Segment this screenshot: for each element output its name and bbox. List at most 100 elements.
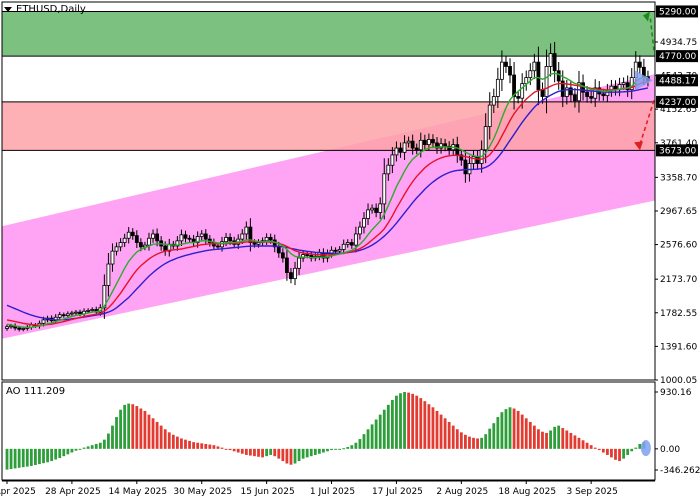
candle-body bbox=[378, 203, 383, 213]
candle-body bbox=[240, 233, 245, 240]
candle-body bbox=[532, 61, 537, 72]
ao-bar bbox=[248, 448, 252, 456]
symbol-header[interactable]: ETHUSD,Daily bbox=[4, 4, 86, 15]
ao-indicator-label: AO 111.209 bbox=[6, 386, 66, 397]
candle bbox=[151, 229, 155, 243]
candle-body bbox=[53, 316, 58, 322]
candle bbox=[589, 91, 594, 104]
symbol-label: ETHUSD,Daily bbox=[16, 4, 86, 15]
candle bbox=[110, 243, 115, 272]
candle-body bbox=[540, 89, 545, 97]
candle-body bbox=[625, 82, 630, 91]
y-tick-label: 2173.70 bbox=[660, 275, 697, 285]
ao-bar bbox=[25, 448, 29, 467]
ao-bar bbox=[370, 424, 374, 449]
ao-bar bbox=[459, 432, 463, 449]
candle bbox=[491, 88, 496, 113]
ao-bar bbox=[504, 409, 508, 449]
ao-bar bbox=[244, 448, 248, 455]
candle-body bbox=[589, 96, 594, 99]
x-tick-label: 28 Apr 2025 bbox=[45, 487, 101, 497]
candle bbox=[130, 228, 135, 240]
ao-bar bbox=[297, 448, 301, 462]
ao-bar bbox=[313, 448, 317, 455]
ao-bar bbox=[204, 443, 208, 449]
candle-body bbox=[398, 147, 403, 153]
candle-body bbox=[341, 243, 346, 250]
ao-bar bbox=[74, 448, 78, 451]
ao-bar bbox=[496, 417, 500, 449]
candle bbox=[293, 261, 297, 286]
candle bbox=[585, 86, 589, 103]
candle bbox=[544, 49, 549, 114]
ao-bar bbox=[107, 433, 110, 449]
candle bbox=[362, 212, 366, 234]
x-tick-label: 1 Jul 2025 bbox=[310, 487, 355, 497]
candle bbox=[512, 61, 516, 110]
candle-body bbox=[9, 325, 13, 328]
ao-bar bbox=[167, 432, 171, 449]
ao-bar bbox=[212, 445, 216, 449]
y-tick-label: 4152.65 bbox=[660, 105, 697, 115]
ao-bar bbox=[50, 448, 54, 462]
price-tag bbox=[656, 50, 698, 63]
candle-body bbox=[552, 53, 557, 72]
price-tag bbox=[656, 144, 698, 157]
x-tick-label: 3 Sep 2025 bbox=[566, 487, 617, 497]
ao-bar bbox=[171, 434, 175, 449]
ao-bar bbox=[382, 409, 386, 449]
candle bbox=[487, 92, 492, 140]
candle-body bbox=[199, 233, 204, 237]
candle-body bbox=[289, 272, 293, 280]
ao-bar bbox=[301, 448, 305, 459]
y-tick-label: 1782.55 bbox=[660, 309, 697, 319]
ao-bar bbox=[208, 444, 212, 449]
price-tag-label: 5290.00 bbox=[659, 7, 696, 17]
ao-bar bbox=[411, 393, 415, 449]
ao-bar bbox=[476, 438, 479, 449]
candle-body bbox=[252, 242, 257, 245]
price-tag-label: 4488.17 bbox=[659, 76, 696, 86]
dropdown-triangle-icon[interactable] bbox=[4, 7, 12, 12]
ao-bar bbox=[342, 448, 346, 450]
ao-bar bbox=[634, 447, 638, 449]
candle bbox=[573, 87, 577, 108]
candle-body bbox=[418, 139, 423, 151]
candle-body bbox=[621, 82, 626, 85]
ao-bar bbox=[354, 442, 358, 449]
candle-body bbox=[228, 236, 233, 242]
candle bbox=[126, 227, 131, 244]
ao-pane-frame bbox=[1, 381, 656, 481]
candle bbox=[280, 248, 285, 263]
ao-bar bbox=[549, 430, 552, 449]
ao-bar bbox=[541, 431, 544, 449]
candle bbox=[106, 253, 111, 297]
ao-bar bbox=[451, 425, 455, 449]
candle bbox=[341, 239, 346, 255]
ao-bar bbox=[472, 437, 475, 449]
candle bbox=[637, 55, 642, 75]
candle bbox=[516, 91, 521, 104]
ao-bar bbox=[415, 395, 419, 449]
ao-bar bbox=[334, 448, 337, 450]
candle-body bbox=[435, 142, 439, 149]
candle bbox=[398, 142, 403, 158]
ao-bar bbox=[512, 408, 516, 449]
ao-bar bbox=[605, 448, 609, 455]
candle bbox=[402, 135, 407, 160]
ao-bar bbox=[545, 432, 548, 449]
ao-bar bbox=[407, 392, 411, 449]
ao-bar bbox=[330, 448, 333, 451]
candle-body bbox=[528, 70, 533, 79]
candle bbox=[536, 46, 541, 106]
candle-body bbox=[410, 140, 415, 149]
candle bbox=[471, 150, 476, 170]
candle bbox=[366, 203, 370, 226]
ao-bar bbox=[155, 421, 159, 449]
candle bbox=[532, 53, 537, 80]
ao-bar bbox=[232, 448, 236, 452]
candle-body bbox=[585, 91, 589, 97]
ao-bar bbox=[257, 448, 260, 457]
candle-body bbox=[475, 156, 480, 164]
ao-bar bbox=[289, 448, 293, 465]
